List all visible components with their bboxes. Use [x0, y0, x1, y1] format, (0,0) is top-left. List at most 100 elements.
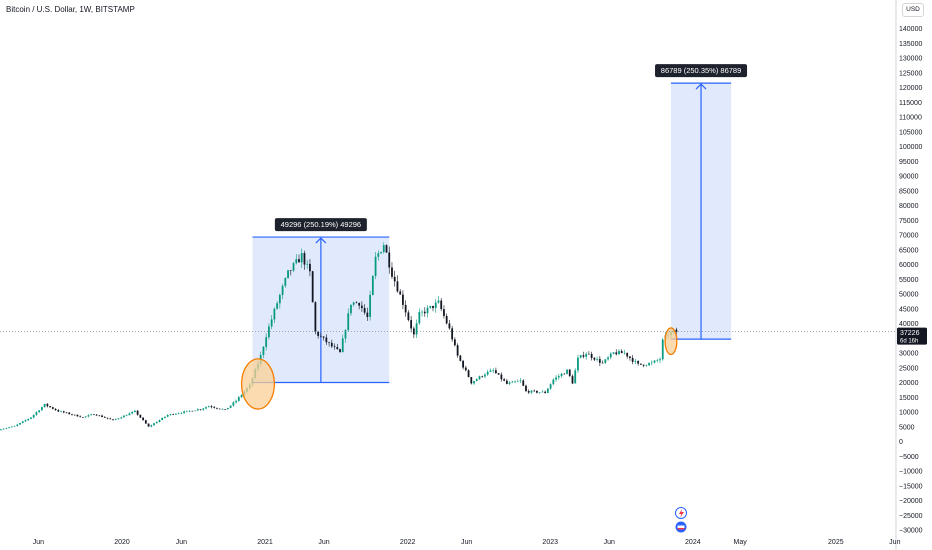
candle-body [218, 408, 221, 410]
candle-body [568, 369, 571, 377]
candle-body [188, 410, 191, 412]
candle-body [24, 420, 27, 422]
candle-body [467, 370, 470, 378]
candle-body [546, 388, 549, 393]
candle-body [229, 405, 232, 408]
candle-body [626, 352, 629, 357]
time-tick-label: 2024 [685, 539, 701, 546]
price-tick-label: 100000 [899, 144, 922, 151]
candle-body [470, 377, 473, 384]
candle-body [147, 423, 150, 427]
candle-body [544, 391, 547, 393]
candle-body [609, 353, 612, 358]
candle-body [336, 347, 339, 350]
candle-body [54, 408, 57, 411]
price-tick-label: 135000 [899, 41, 922, 48]
candle-body [432, 305, 434, 309]
candle-body [618, 351, 620, 355]
candle-body [437, 300, 440, 303]
candle-body [57, 410, 60, 412]
candle-body [549, 384, 552, 389]
candle-body [620, 351, 623, 354]
price-tick-label: 40000 [899, 321, 919, 328]
candle-body [629, 356, 631, 358]
candle-body [421, 311, 423, 313]
side-icons[interactable] [675, 507, 687, 533]
candle-body [311, 271, 314, 303]
candle-body [303, 253, 306, 265]
chart-title: Bitcoin / U.S. Dollar, 1W, BITSTAMP [6, 5, 135, 14]
candle-body [101, 415, 103, 418]
candle-body [577, 357, 579, 371]
candle-body [497, 373, 500, 375]
flag-icon[interactable] [675, 521, 687, 533]
candle-body [123, 415, 125, 418]
candle-body [369, 294, 372, 317]
candle-body [451, 328, 454, 340]
candle-body [158, 420, 161, 422]
candle-body [139, 414, 142, 418]
candle-body [590, 353, 593, 358]
time-tick-label: Jun [176, 539, 187, 546]
candle-body [511, 381, 514, 383]
candle-body [448, 323, 451, 329]
candle-body [355, 302, 358, 304]
price-tag: 37226 6d 16h [897, 327, 927, 345]
candle-body [207, 406, 210, 408]
candle-body [5, 428, 8, 429]
measure-label-box [655, 64, 748, 78]
candle-body [557, 376, 560, 378]
candle-body [180, 413, 183, 414]
lightning-icon[interactable] [675, 507, 687, 519]
price-tick-label: 25000 [899, 365, 919, 372]
highlight-circle [664, 327, 678, 356]
price-tick-label: 125000 [899, 70, 922, 77]
candle-body [366, 312, 369, 317]
candle-body [566, 369, 568, 374]
candle-body [112, 419, 114, 420]
candle-body [410, 320, 413, 329]
candle-body [175, 413, 177, 415]
price-tick-label: 115000 [899, 100, 922, 107]
candle-body [240, 394, 243, 398]
candle-body [153, 423, 155, 426]
candle-body [284, 277, 287, 286]
candle-body [645, 365, 648, 366]
candle-body [456, 345, 459, 356]
measure-label: 49296 (250.19%) 49296 [281, 220, 361, 229]
time-tick-label: Jun [889, 539, 900, 546]
price-axis[interactable]: 140000 135000 130000 125000 120000 115000 1100… [899, 26, 923, 535]
candle-body [330, 342, 333, 347]
price-tick-label: 45000 [899, 306, 919, 313]
candle-body [73, 414, 76, 416]
price-tick-label: 140000 [899, 26, 922, 33]
candle-body [314, 302, 317, 332]
measure-arrowhead [315, 237, 327, 244]
candle-body [79, 416, 82, 418]
candle-body [8, 427, 10, 429]
candle-body [339, 349, 341, 353]
candle-body [377, 253, 380, 257]
candle-body [492, 370, 495, 371]
candle-body [2, 428, 5, 430]
currency-button[interactable]: USD [902, 3, 924, 17]
time-axis[interactable]: Jun 2020 Jun 2021 Jun 2022 Jun 2023 Jun 2024 May 20… [33, 539, 901, 546]
candle-body [142, 417, 144, 421]
candle-body [262, 346, 265, 356]
candle-body [459, 355, 462, 361]
candle-body [560, 373, 563, 377]
price-tick-label: 130000 [899, 56, 922, 63]
price-tick-label: −25000 [899, 513, 923, 520]
highlight-circles[interactable] [240, 327, 678, 410]
candle-body [352, 302, 355, 305]
candle-body [344, 330, 347, 339]
candle-body [232, 402, 235, 406]
candle-body [533, 390, 536, 392]
candle-body [164, 416, 166, 418]
candle-body [407, 312, 410, 321]
candle-body [319, 335, 322, 337]
candle-body [604, 359, 607, 363]
candle-body [412, 328, 415, 335]
measure-boxes[interactable] [252, 82, 732, 384]
